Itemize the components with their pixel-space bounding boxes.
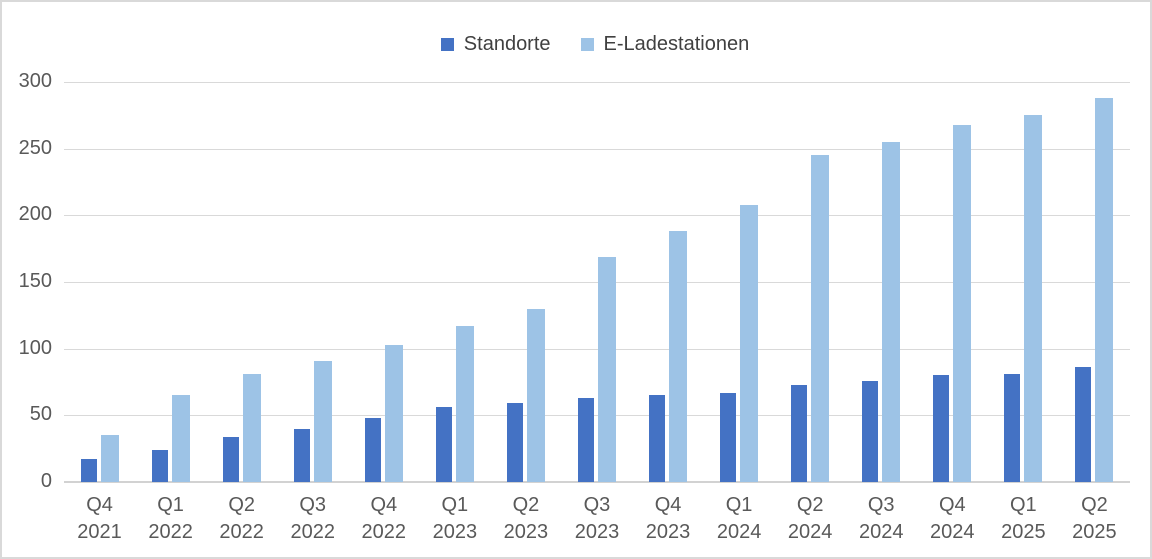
legend-swatch-standorte-icon xyxy=(440,38,454,51)
bar-e-ladestationen-q2-2025 xyxy=(1095,98,1114,482)
gridline-200 xyxy=(64,215,1130,217)
legend-label-standorte: Standorte xyxy=(463,33,551,55)
x-axis-label-q4-2022: Q4 2022 xyxy=(361,494,407,543)
bar-e-ladestationen-q4-2023 xyxy=(669,231,688,482)
y-tick-label-300: 300 xyxy=(18,70,52,92)
legend-label-e-ladestationen: E-Ladestationen xyxy=(603,33,750,55)
bar-e-ladestationen-q4-2024 xyxy=(953,124,972,482)
gridline-300 xyxy=(64,82,1130,83)
bar-standorte-q1-2024 xyxy=(720,392,737,482)
x-axis-label-q3-2024: Q3 2024 xyxy=(858,494,904,543)
bars-layer xyxy=(64,82,1130,482)
bar-group-q3-2023 xyxy=(561,82,632,482)
gridline-0 xyxy=(64,481,1130,483)
bar-e-ladestationen-q3-2023 xyxy=(597,256,616,482)
x-axis-label-q2-2023: Q2 2023 xyxy=(503,494,549,543)
bar-group-q2-2023 xyxy=(490,82,561,482)
bar-standorte-q4-2023 xyxy=(649,395,666,482)
bar-e-ladestationen-q2-2022 xyxy=(242,374,261,482)
bar-group-q2-2024 xyxy=(775,82,846,482)
gridline-150 xyxy=(64,282,1130,283)
bar-group-q1-2024 xyxy=(704,82,775,482)
bar-standorte-q3-2024 xyxy=(862,380,879,482)
bar-standorte-q4-2022 xyxy=(364,418,381,482)
legend-item-standorte: Standorte xyxy=(440,33,551,56)
gridline-100 xyxy=(64,348,1130,350)
bar-e-ladestationen-q4-2022 xyxy=(384,344,403,482)
bar-standorte-q2-2024 xyxy=(791,384,808,482)
bar-standorte-q4-2024 xyxy=(933,375,950,482)
bar-group-q4-2024 xyxy=(917,82,988,482)
x-axis-label-q4-2024: Q4 2024 xyxy=(930,494,975,543)
x-axis-label-q1-2023: Q1 2023 xyxy=(432,494,478,543)
bar-standorte-q3-2022 xyxy=(293,428,310,482)
bar-group-q3-2022 xyxy=(277,82,348,482)
bar-e-ladestationen-q1-2024 xyxy=(740,204,759,482)
y-tick-label-200: 200 xyxy=(18,203,52,226)
x-axis-label-q2-2025: Q2 2025 xyxy=(1072,494,1117,543)
legend-item-e-ladestationen: E-Ladestationen xyxy=(580,33,750,56)
x-axis-label-q1-2024: Q1 2024 xyxy=(716,494,762,543)
bar-group-q4-2021 xyxy=(64,82,135,482)
bar-e-ladestationen-q1-2023 xyxy=(455,326,474,482)
bar-e-ladestationen-q3-2024 xyxy=(882,142,901,482)
bar-standorte-q1-2025 xyxy=(1004,374,1021,482)
gridline-250 xyxy=(64,148,1130,150)
legend-swatch-e-ladestationen-icon xyxy=(580,38,594,51)
bar-standorte-q2-2025 xyxy=(1075,367,1092,482)
y-tick-label-250: 250 xyxy=(18,136,52,159)
x-axis-label-q2-2024: Q2 2024 xyxy=(787,494,833,543)
y-tick-label-0: 0 xyxy=(40,470,52,492)
bar-group-q2-2025 xyxy=(1059,82,1130,482)
bar-standorte-q2-2022 xyxy=(222,436,239,482)
x-axis-label-q3-2023: Q3 2023 xyxy=(574,494,620,543)
y-tick-label-50: 50 xyxy=(29,403,52,426)
bar-group-q4-2023 xyxy=(633,82,704,482)
y-tick-label-100: 100 xyxy=(18,336,52,359)
x-axis-label-q3-2022: Q3 2022 xyxy=(290,494,335,543)
x-axis-label-q1-2022: Q1 2022 xyxy=(148,494,193,543)
x-axis-label-q1-2025: Q1 2025 xyxy=(1001,494,1046,543)
gridline-50 xyxy=(64,415,1130,417)
bar-e-ladestationen-q2-2024 xyxy=(811,155,830,482)
bar-group-q1-2025 xyxy=(988,82,1059,482)
bar-e-ladestationen-q3-2022 xyxy=(313,360,332,482)
bar-standorte-q4-2021 xyxy=(80,459,97,482)
bar-group-q2-2022 xyxy=(206,82,277,482)
x-axis-label-q4-2021: Q4 2021 xyxy=(77,494,122,543)
bar-group-q1-2023 xyxy=(419,82,490,482)
x-axis-label-q2-2022: Q2 2022 xyxy=(219,494,264,543)
bar-group-q1-2022 xyxy=(135,82,206,482)
bar-e-ladestationen-q1-2025 xyxy=(1024,115,1043,482)
bar-standorte-q2-2023 xyxy=(506,403,523,482)
bar-group-q3-2024 xyxy=(846,82,917,482)
bar-standorte-q3-2023 xyxy=(577,398,594,482)
chart-legend: Standorte E-Ladestationen xyxy=(62,33,1128,56)
bar-standorte-q1-2023 xyxy=(435,407,452,482)
x-axis-labels: Q4 2021 Q1 2022 Q2 2022 Q3 2022 Q4 2022 Q1 2023 Q2 20… xyxy=(64,492,1130,546)
bar-standorte-q1-2022 xyxy=(151,450,168,482)
bar-e-ladestationen-q1-2022 xyxy=(171,395,190,482)
bar-group-q4-2022 xyxy=(348,82,419,482)
y-tick-label-150: 150 xyxy=(18,270,52,292)
x-axis-label-q4-2023: Q4 2023 xyxy=(645,494,691,543)
bar-e-ladestationen-q4-2021 xyxy=(100,435,119,482)
plot-area: 0 50 100 150 200 250 300 xyxy=(19,70,1130,492)
bar-e-ladestationen-q2-2023 xyxy=(526,308,545,482)
